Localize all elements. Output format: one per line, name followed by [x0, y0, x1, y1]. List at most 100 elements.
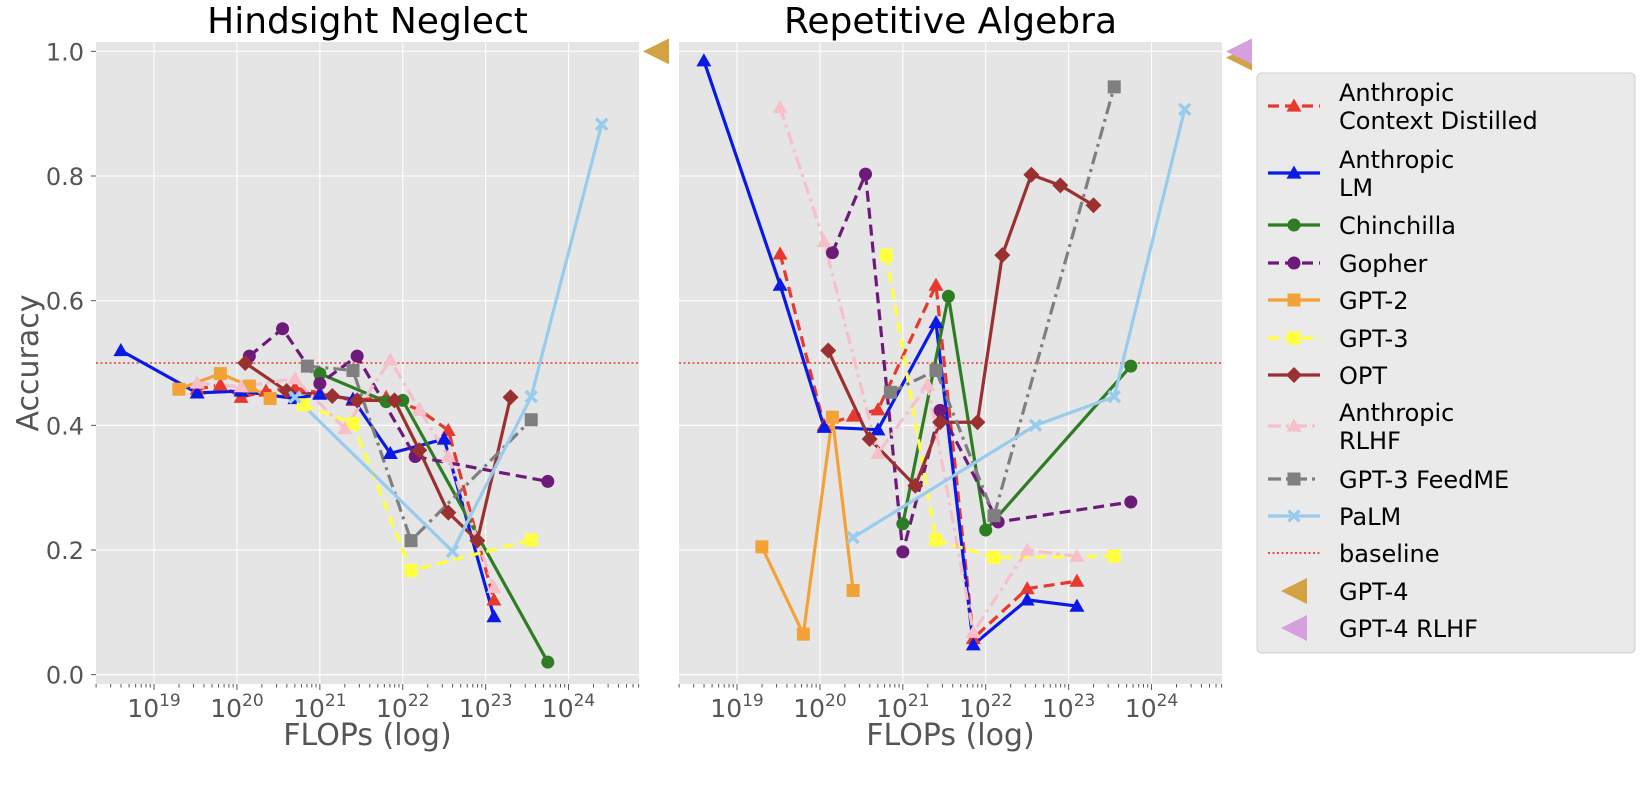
point-anthropic-rlhf-7: [486, 579, 502, 594]
point-palm-2-stroke-b: [1107, 389, 1121, 404]
point-opt-5: [994, 247, 1011, 264]
x-tick-label-base: 10: [459, 694, 491, 723]
legend-box: [1256, 72, 1636, 654]
series-line-gpt-3: [884, 254, 1115, 560]
legend-label-anthropic-rlhf-0: Anthropic: [1339, 399, 1454, 427]
point-gpt-3-feedme-2: [987, 509, 1001, 523]
series-line-chinchilla: [901, 294, 1133, 532]
legend-entry-palm: PaLM: [1268, 503, 1401, 531]
legend-marker-palm: [1287, 509, 1301, 523]
x-tick-label-base: 10: [959, 694, 991, 723]
point-opt-8: [502, 389, 519, 406]
series-line-gpt-2: [760, 415, 855, 636]
point-opt-0: [820, 342, 837, 359]
x-tick-label-base: 10: [210, 694, 242, 723]
x-tick-label-base: 10: [542, 694, 574, 723]
legend-marker-anthropic-lm: [1286, 165, 1302, 179]
point-gpt-2-0: [172, 382, 186, 396]
point-anthropic-context-distilled-3: [870, 402, 886, 416]
point-palm-0-stroke-b: [846, 530, 860, 545]
point-anthropic-lm-4: [928, 314, 944, 329]
outside-marker-gpt-4-rlhf: [1226, 38, 1252, 65]
legend-marker-gpt-4-rlhf: [1281, 615, 1307, 641]
y-axis-label: Accuracy: [11, 295, 46, 432]
point-palm-0: [288, 390, 302, 405]
point-gpt-2-3: [263, 392, 277, 406]
point-opt-4: [386, 392, 403, 409]
point-gpt-3-2: [404, 564, 418, 578]
point-gpt-2-0: [755, 540, 769, 554]
point-anthropic-rlhf-0: [772, 99, 788, 114]
x-tick-label-3: 1022: [959, 691, 1012, 723]
point-gopher-3: [933, 403, 947, 417]
legend-entry-gpt-2: GPT-2: [1268, 287, 1408, 315]
series-line-gpt-3: [302, 403, 532, 573]
x-tick-label-base: 10: [1042, 694, 1074, 723]
legend-label-palm: PaLM: [1339, 503, 1401, 531]
legend-entry-opt: OPT: [1268, 362, 1387, 390]
point-opt-6: [440, 504, 457, 521]
legend-entry-gpt-3: GPT-3: [1268, 325, 1408, 353]
point-anthropic-lm-1: [189, 385, 205, 399]
point-anthropic-rlhf-1: [233, 379, 249, 393]
point-opt-2: [907, 477, 924, 494]
legend-label-anthropic-context-distilled-1: Context Distilled: [1339, 107, 1538, 135]
legend-label-baseline: baseline: [1339, 540, 1440, 568]
x-tick-label-4: 1023: [459, 691, 512, 723]
legend-label-anthropic-rlhf-1: RLHF: [1339, 427, 1401, 455]
x-tick-label-2: 1021: [293, 691, 346, 723]
point-anthropic-rlhf-6: [1069, 548, 1085, 562]
x-tick-label-exponent: 19: [742, 691, 764, 711]
legend-entry-gpt-4-rlhf: GPT-4 RLHF: [1281, 615, 1478, 643]
point-gpt-3-feedme-0: [300, 359, 314, 373]
point-palm-0: [846, 530, 860, 545]
legend-entry-gpt-3-feedme: GPT-3 FeedME: [1268, 466, 1509, 494]
point-gopher-2: [313, 377, 327, 391]
legend-marker-opt: [1286, 367, 1302, 383]
point-opt-4: [969, 414, 986, 431]
y-tick-label-0: 0.0: [46, 662, 84, 690]
legend-marker-gpt-3: [1287, 331, 1301, 345]
point-opt-7: [1052, 177, 1069, 194]
x-tick-label-1: 1020: [793, 691, 846, 723]
point-anthropic-rlhf-3: [920, 377, 936, 391]
point-anthropic-lm-4: [312, 386, 328, 400]
point-gpt-3-feedme-1: [346, 363, 360, 377]
x-tick-label-exponent: 22: [408, 691, 430, 711]
point-gpt-3-feedme-0: [883, 385, 897, 399]
legend-marker-gpt-2: [1287, 293, 1301, 307]
point-gpt-2-3: [846, 584, 860, 598]
x-tick-label-exponent: 19: [159, 691, 181, 711]
point-opt-3: [932, 414, 949, 431]
point-gpt-2-1: [796, 627, 810, 641]
point-anthropic-lm-0: [113, 343, 129, 357]
legend-label-anthropic-lm-1: LM: [1339, 174, 1373, 202]
point-anthropic-rlhf-6: [440, 448, 456, 463]
point-palm-0-stroke-b: [288, 390, 302, 405]
point-gpt-3-2: [987, 550, 1001, 564]
point-palm-3-stroke-b: [594, 117, 609, 132]
x-tick-label-base: 10: [293, 694, 325, 723]
point-anthropic-rlhf-2: [870, 445, 886, 460]
point-palm-3: [1177, 102, 1192, 117]
point-anthropic-context-distilled-10: [486, 592, 502, 606]
point-anthropic-rlhf-0: [189, 375, 205, 389]
x-tick-label-5: 1024: [542, 691, 595, 723]
point-anthropic-context-distilled-7: [1069, 573, 1085, 587]
point-palm-2: [524, 389, 538, 404]
point-gpt-3-feedme-2: [404, 534, 418, 548]
legend-label-chinchilla: Chinchilla: [1339, 212, 1456, 240]
point-palm-1-stroke-b: [1028, 418, 1043, 433]
point-anthropic-lm-6: [382, 445, 398, 460]
x-axis-label-hindsight-neglect: FLOPs (log): [283, 718, 451, 753]
panel-hindsight-neglect: 1019 1020 1021 1022 1023 10240.00.20.40.60.81…: [11, 1, 669, 753]
point-chinchilla-1: [941, 289, 955, 303]
panel-title-repetitive-algebra: Repetitive Algebra: [784, 1, 1117, 42]
point-anthropic-rlhf-5: [1019, 542, 1035, 556]
x-tick-label-exponent: 23: [491, 691, 513, 711]
y-tick-label-3: 0.6: [46, 288, 84, 316]
point-opt-8: [1085, 197, 1102, 214]
